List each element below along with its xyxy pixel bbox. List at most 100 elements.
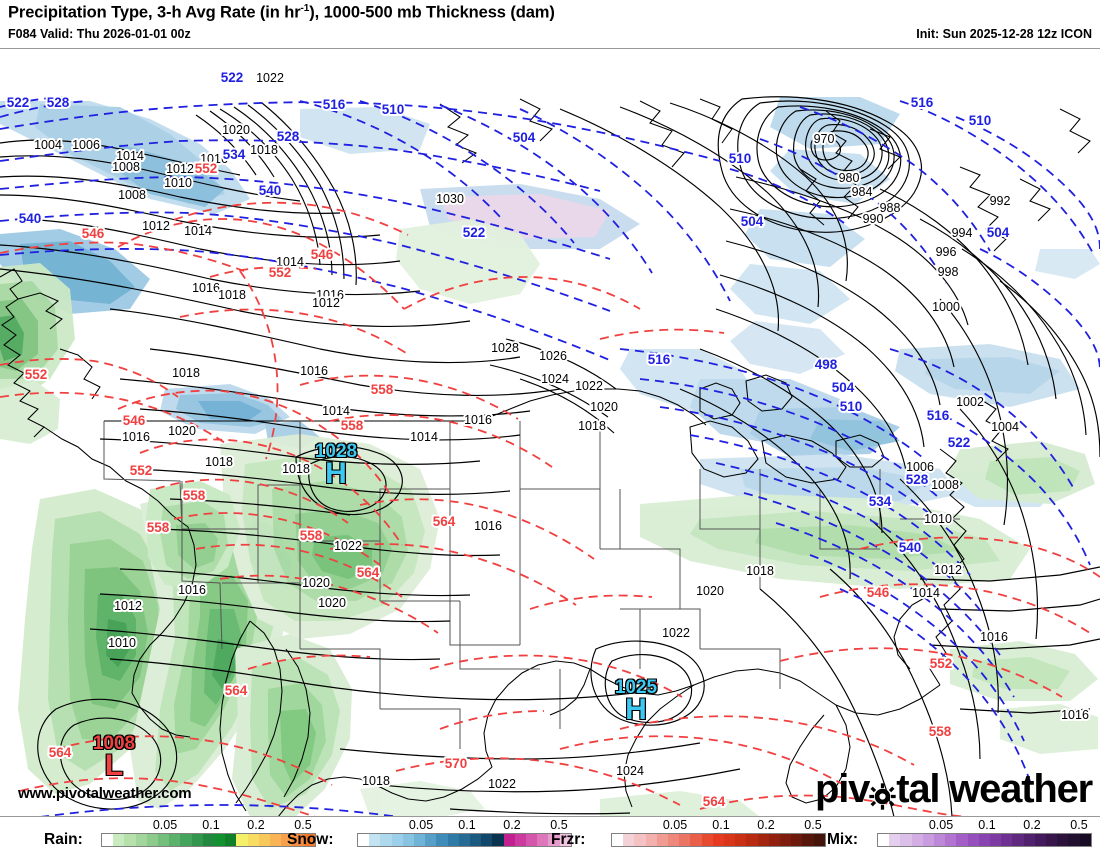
legend-group-rain[interactable]: Rain: 0.05 0.1 0.2 0.5 <box>44 817 316 851</box>
legend-swatch <box>169 834 181 846</box>
contour-label-halo: 528 <box>47 95 70 110</box>
contour-label-halo: 1022 <box>488 777 516 791</box>
pivotal-weather-logo: piv tal weather <box>815 768 1093 810</box>
contour-label-halo: 1018 <box>172 366 200 380</box>
contour-label-halo: 522 <box>7 95 30 110</box>
contour-label-halo: 534 <box>223 147 246 162</box>
contour-label: 522 <box>7 95 30 110</box>
weather-map[interactable]: 1004 1004 1006 1006 1014 1014 1008 1008 1012 1012… <box>0 48 1100 816</box>
contour-label-halo: 522 <box>948 435 971 450</box>
legend-swatch <box>701 834 713 846</box>
contour-label-halo: 510 <box>729 151 752 166</box>
legend-group-mix[interactable]: Mix: 0.05 0.1 0.2 0.5 <box>827 817 1100 851</box>
contour-label-halo: 1020 <box>590 400 618 414</box>
legend-tick: 0.5 <box>294 818 312 832</box>
legend-swatch <box>113 834 125 846</box>
legend-swatch <box>503 834 515 846</box>
contour-label-halo: 1012 <box>142 219 170 233</box>
legend-swatch <box>481 834 493 846</box>
contour-label: 534 <box>869 494 892 509</box>
contour-label: 1020 <box>696 584 724 598</box>
legend-tick: 0.2 <box>503 818 521 832</box>
legend-swatch <box>967 834 979 846</box>
contour-label-halo: 1026 <box>539 349 567 363</box>
contour-label: 1010 <box>164 176 192 190</box>
contour-label-halo: 564 <box>225 683 248 698</box>
legend-swatch <box>934 834 946 846</box>
contour-label: 1018 <box>578 419 606 433</box>
contour-label-halo: 504 <box>832 380 855 395</box>
legend-swatch <box>1023 834 1035 846</box>
contour-label-halo: 522 <box>463 225 486 240</box>
legend-swatch <box>380 834 392 846</box>
legend-swatch <box>414 834 426 846</box>
legend-swatch <box>889 834 901 846</box>
contour-label: 546 <box>82 226 105 241</box>
contour-label: 540 <box>899 540 922 555</box>
contour-label: 1020 <box>318 596 346 610</box>
contour-label: 558 <box>929 724 952 739</box>
contour-label-halo: 1014 <box>276 255 304 269</box>
contour-label-halo: 1018 <box>362 774 390 788</box>
legend-swatch <box>679 834 691 846</box>
contour-label-halo: 552 <box>25 367 48 382</box>
contour-label: 1008 <box>931 478 959 492</box>
legend-colorbar-mix[interactable] <box>877 833 1092 847</box>
legend-swatch <box>757 834 769 846</box>
contour-label-halo: 1020 <box>696 584 724 598</box>
legend-ticks-mix: 0.05 0.1 0.2 0.5 <box>877 818 1092 832</box>
contour-label: 970 <box>814 132 835 146</box>
contour-label-halo: 1008 <box>112 160 140 174</box>
legend-tick: 0.5 <box>804 818 822 832</box>
contour-label: 992 <box>990 194 1011 208</box>
contour-label: 1014 <box>116 149 144 163</box>
contour-label: 1022 <box>334 539 362 553</box>
legend-group-frzr[interactable]: Frzr: 0.05 0.1 0.2 0.5 <box>551 817 826 851</box>
contour-label-halo: 1002 <box>956 395 984 409</box>
contour-label-halo: 516 <box>648 352 671 367</box>
contour-label: 564 <box>703 794 726 809</box>
contour-label-halo: 516 <box>323 97 346 112</box>
contour-label: 558 <box>147 520 170 535</box>
legend-label-snow: Snow: <box>287 831 334 848</box>
legend-swatch <box>878 834 890 846</box>
contour-label-halo: 1024 <box>616 764 644 778</box>
contour-label: 1016 <box>200 152 228 166</box>
contour-label: 528 <box>277 129 300 144</box>
legend-swatch <box>458 834 471 846</box>
contour-label-halo: 510 <box>969 113 992 128</box>
legend-swatch <box>202 834 215 846</box>
legend-colorbar-snow[interactable] <box>357 833 572 847</box>
legend-tick: 0.5 <box>1070 818 1088 832</box>
contour-label: 1006 <box>72 138 100 152</box>
legend-colorbar-frzr[interactable] <box>611 833 826 847</box>
contour-label-halo: 990 <box>863 212 884 226</box>
contour-label: 510 <box>840 399 863 414</box>
contour-label-halo: 996 <box>936 245 957 259</box>
contour-label: 1016 <box>464 413 492 427</box>
contour-label: 1018 <box>362 774 390 788</box>
contour-label: 546 <box>123 413 146 428</box>
contour-label-halo: 980 <box>839 171 860 185</box>
page-title: Precipitation Type, 3-h Avg Rate (in hr-… <box>8 3 555 23</box>
contour-label-halo: 1016 <box>316 288 344 302</box>
legend-swatch <box>1001 834 1013 846</box>
legend-colorbar-rain[interactable] <box>101 833 316 847</box>
contour-label-halo: 1014 <box>322 404 350 418</box>
isobar-contours <box>0 96 1100 816</box>
contour-label-halo: 516 <box>911 95 934 110</box>
legend-ticks-snow: 0.05 0.1 0.2 0.5 <box>357 818 572 832</box>
contour-label-halo: 540 <box>19 211 42 226</box>
contour-label: 1016 <box>300 364 328 378</box>
contour-label-halo: 558 <box>341 418 364 433</box>
legend-group-snow[interactable]: Snow: 0.05 0.1 0.2 0.5 <box>287 817 572 851</box>
legend-swatch <box>470 834 482 846</box>
contour-label: 1016 <box>122 430 150 444</box>
legend-swatch <box>668 834 680 846</box>
contour-label-halo: 504 <box>987 225 1010 240</box>
legend-swatch <box>690 834 702 846</box>
legend-swatch <box>780 834 792 846</box>
